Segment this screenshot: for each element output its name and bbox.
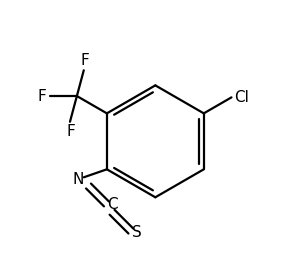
Text: S: S bbox=[132, 225, 142, 240]
Text: F: F bbox=[67, 124, 76, 140]
Text: N: N bbox=[73, 172, 84, 187]
Text: C: C bbox=[107, 197, 118, 212]
Text: F: F bbox=[38, 88, 46, 104]
Text: F: F bbox=[81, 53, 89, 68]
Text: Cl: Cl bbox=[234, 90, 249, 105]
